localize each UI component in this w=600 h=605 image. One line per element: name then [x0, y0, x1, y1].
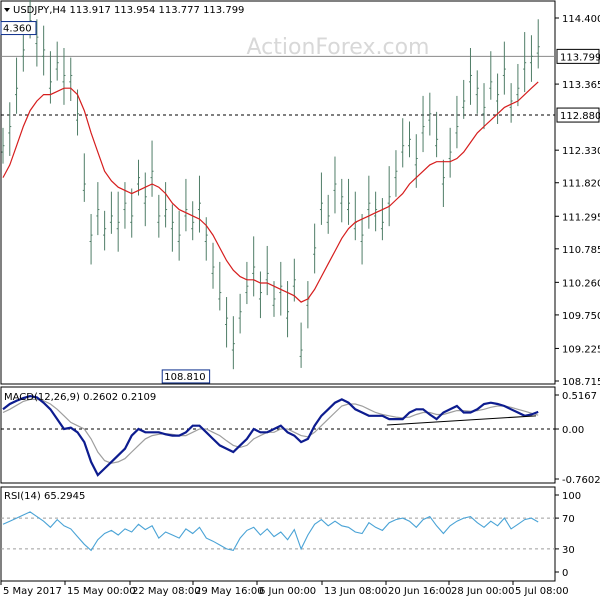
x-axis-label: 29 May 16:00	[195, 586, 264, 597]
macd-axis-label: -0.7602	[562, 475, 600, 486]
rsi-axis-label: 30	[562, 545, 575, 556]
price-axis-label: 111.295	[562, 212, 600, 223]
price-axis-label: 109.750	[562, 311, 600, 322]
axis-layer: 114.400 113.365 112.330 111.820 111.295 110.7…	[0, 14, 600, 597]
moving-average-line	[2, 81, 539, 303]
price-axis-label: 108.715	[562, 377, 600, 388]
price-tag-box	[556, 107, 600, 123]
macd-trend-line	[386, 415, 536, 426]
price-axis-label: 109.225	[562, 344, 600, 355]
price-axis-label: 110.260	[562, 278, 600, 289]
macd-layer	[1, 394, 555, 477]
price-layer: 4.360 108.810	[0, 0, 555, 384]
x-axis-label: 22 May 08:00	[132, 586, 201, 597]
annotation-label: 108.810	[164, 372, 205, 383]
annotation-box	[0, 21, 37, 36]
collapse-triangle-icon[interactable]	[4, 8, 10, 12]
x-axis-label: 5 May 2017	[3, 586, 62, 597]
rsi-axis-label: 70	[562, 514, 575, 525]
price-panel-frame	[0, 0, 556, 385]
price-axis-label: 111.820	[562, 179, 600, 190]
price-tag-label: 112.880	[560, 111, 600, 122]
price-tag-label: 113.799	[560, 52, 600, 63]
rsi-layer	[1, 511, 555, 552]
macd-title: MACD(12,26,9) 0.2602 0.2109	[4, 392, 156, 403]
price-axis-label: 110.785	[562, 245, 600, 256]
price-tag-box	[556, 48, 600, 64]
annotation-label: 4.360	[3, 24, 32, 35]
price-axis-label: 114.400	[562, 14, 600, 25]
rsi-axis-label: 100	[562, 491, 581, 502]
symbol-header: USDJPY,H4 113.917 113.954 113.777 113.79…	[13, 5, 244, 16]
watermark: ActionForex.com	[247, 35, 430, 60]
x-axis-label: 20 Jun 16:00	[388, 586, 452, 597]
x-axis-label: 28 Jun 00:00	[451, 586, 515, 597]
rsi-line	[2, 511, 539, 552]
macd-signal-line	[2, 398, 539, 464]
macd-line	[2, 394, 539, 477]
x-axis-label: 6 Jun 00:00	[259, 586, 316, 597]
x-axis-label: 5 Jul 08:00	[515, 586, 569, 597]
rsi-title: RSI(14) 65.2945	[4, 491, 85, 502]
price-axis-label: 113.365	[562, 80, 600, 91]
macd-axis-label: 0.5167	[562, 391, 597, 402]
x-axis-label: 13 Jun 08:00	[324, 586, 388, 597]
annotation-box	[161, 369, 211, 384]
rsi-axis-label: 0	[562, 568, 568, 579]
x-axis-label: 15 May 00:00	[67, 586, 136, 597]
macd-axis-label: 0.00	[562, 425, 584, 436]
price-axis-label: 112.330	[562, 146, 600, 157]
